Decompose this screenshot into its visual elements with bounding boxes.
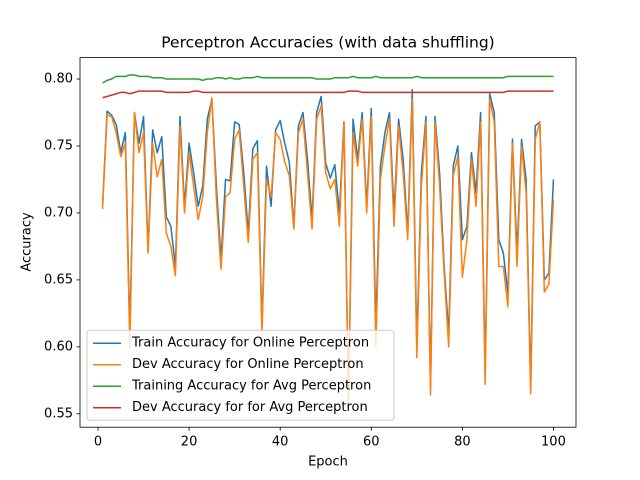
- y-tick-label: 0.65: [44, 272, 73, 287]
- x-tick-label: 100: [541, 435, 566, 450]
- x-tick-label: 40: [272, 435, 289, 450]
- y-tick-label: 0.75: [44, 138, 73, 153]
- line-series: [102, 90, 554, 99]
- x-tick-label: 20: [181, 435, 198, 450]
- x-tick-label: 0: [94, 435, 102, 450]
- legend-box: [86, 329, 395, 421]
- y-tick-label: 0.55: [44, 406, 73, 421]
- x-tick-label: 80: [454, 435, 471, 450]
- y-tick-label: 0.80: [44, 72, 73, 87]
- y-tick-label: 0.70: [44, 205, 73, 220]
- legend-label: Dev Accuracy for for Avg Perceptron: [132, 400, 368, 415]
- line-series: [101, 97, 555, 408]
- y-tick-label: 0.60: [44, 339, 73, 354]
- axes-frame: [79, 57, 577, 428]
- legend-label: Train Accuracy for Online Perceptron: [131, 336, 369, 351]
- line-series: [102, 74, 554, 84]
- x-tick-label: 60: [363, 435, 380, 450]
- y-axis-label: Accuracy: [20, 212, 35, 272]
- legend-label: Dev Accuracy for Online Perceptron: [132, 357, 364, 372]
- chart-title: Perceptron Accuracies (with data shuffli…: [161, 34, 494, 52]
- x-axis-label: Epoch: [308, 455, 348, 470]
- legend-label: Training Accuracy for Avg Perceptron: [131, 379, 371, 394]
